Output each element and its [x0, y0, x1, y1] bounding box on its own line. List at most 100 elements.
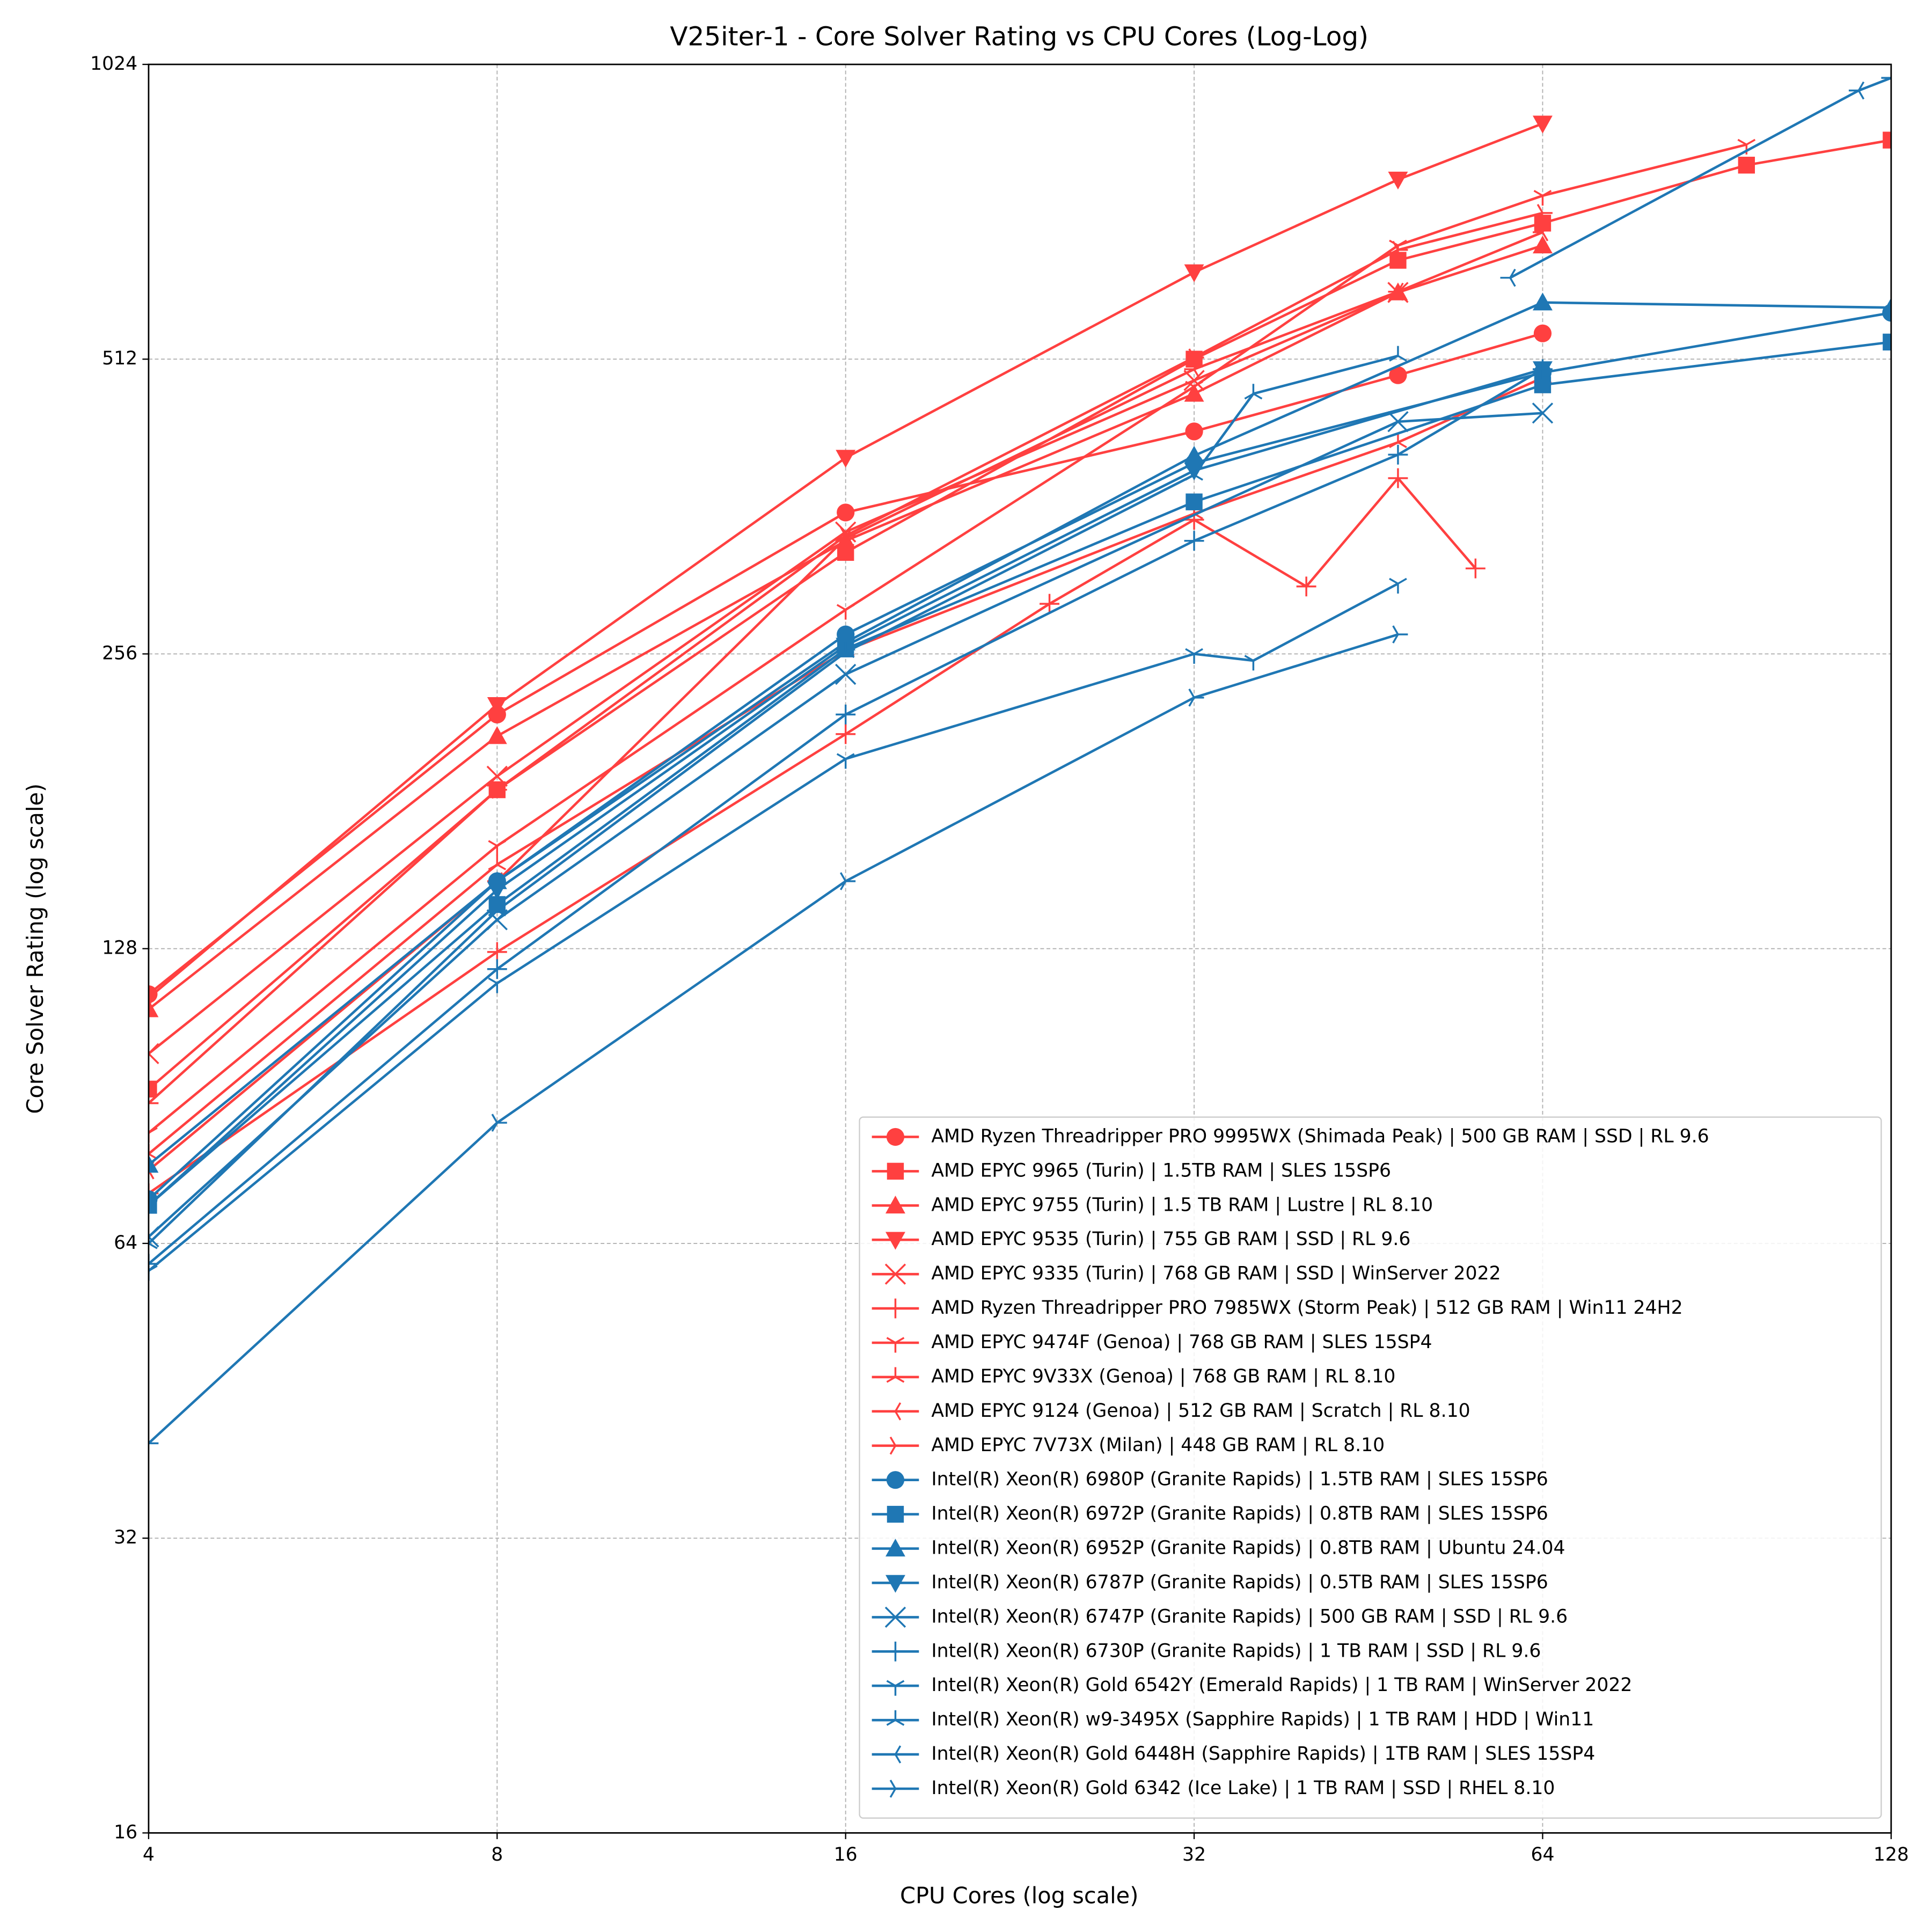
x-tick-label: 128 — [1874, 1844, 1909, 1865]
plot-area — [148, 76, 1891, 1445]
legend-label: AMD Ryzen Threadripper PRO 9995WX (Shima… — [931, 1125, 1709, 1147]
marker — [1465, 558, 1485, 579]
series-line — [148, 138, 1891, 1091]
y-tick-label: 64 — [114, 1232, 137, 1254]
marker — [1188, 689, 1204, 707]
series-line — [148, 211, 1543, 1104]
marker — [1296, 576, 1316, 597]
series-line — [148, 582, 1399, 1272]
marker — [885, 1539, 905, 1557]
marker — [148, 1265, 158, 1281]
marker — [1389, 577, 1407, 594]
legend-label: Intel(R) Xeon(R) 6980P (Granite Rapids) … — [931, 1469, 1548, 1490]
marker — [487, 726, 507, 744]
chart-title: V25iter-1 - Core Solver Rating vs CPU Co… — [670, 22, 1368, 52]
ticks: 4 8 16 32 64 128 16 32 64 128 256 512 1024 — [90, 53, 1909, 1865]
y-tick-label: 512 — [102, 348, 137, 369]
x-axis-label: CPU Cores (log scale) — [900, 1882, 1138, 1908]
marker — [1533, 324, 1552, 342]
marker — [1244, 655, 1263, 671]
y-tick-label: 1024 — [90, 53, 137, 75]
marker — [148, 1101, 159, 1106]
marker — [487, 959, 507, 979]
y-tick-label: 16 — [114, 1821, 137, 1843]
marker — [1533, 235, 1553, 254]
marker — [885, 1195, 905, 1214]
marker — [487, 697, 507, 715]
marker — [148, 1127, 158, 1143]
marker — [839, 526, 856, 545]
marker — [1184, 360, 1200, 378]
legend-label: Intel(R) Xeon(R) Gold 6342 (Ice Lake) | … — [931, 1777, 1555, 1799]
marker — [836, 604, 855, 620]
legend-label: Intel(R) Xeon(R) 6952P (Granite Rapids) … — [931, 1538, 1565, 1559]
marker — [148, 1441, 159, 1445]
marker — [1388, 282, 1404, 301]
x-tick-label: 32 — [1182, 1844, 1206, 1865]
marker — [884, 1263, 906, 1285]
marker — [1183, 370, 1205, 391]
marker — [1184, 531, 1204, 551]
marker — [1532, 359, 1553, 379]
marker — [886, 1680, 905, 1696]
marker — [1040, 594, 1060, 614]
marker — [1392, 240, 1408, 259]
marker — [836, 450, 856, 468]
legend-label: Intel(R) Xeon(R) w9-3495X (Sapphire Rapi… — [931, 1709, 1594, 1730]
marker — [487, 882, 507, 900]
marker — [885, 1575, 905, 1593]
marker — [835, 663, 857, 685]
series-line — [148, 476, 1477, 1195]
marker — [1392, 625, 1408, 644]
marker — [1533, 292, 1553, 311]
marker — [488, 901, 507, 917]
marker — [148, 1226, 159, 1248]
series-line — [148, 368, 1543, 1265]
marker — [1184, 445, 1204, 464]
marker — [884, 1606, 906, 1628]
series-line — [148, 244, 1543, 1011]
y-axis-label: Core Solver Rating (log scale) — [22, 784, 48, 1114]
marker — [148, 999, 159, 1018]
marker — [836, 642, 855, 658]
marker — [1533, 115, 1553, 134]
marker — [491, 780, 507, 799]
marker — [1389, 346, 1407, 362]
marker — [488, 977, 507, 993]
marker — [487, 942, 507, 962]
marker — [836, 704, 856, 724]
marker — [1184, 264, 1204, 282]
marker — [1388, 444, 1408, 465]
marker — [886, 1367, 905, 1383]
legend-label: Intel(R) Xeon(R) 6972P (Granite Rapids) … — [931, 1503, 1548, 1525]
y-tick-label: 32 — [114, 1527, 137, 1548]
marker — [885, 1232, 905, 1250]
marker — [887, 1505, 904, 1523]
marker — [1388, 171, 1408, 190]
marker — [1738, 157, 1755, 174]
legend: AMD Ryzen Threadripper PRO 9995WX (Shima… — [859, 1116, 1882, 1819]
x-tick-label: 16 — [834, 1844, 858, 1865]
legend-label: AMD EPYC 9335 (Turin) | 768 GB RAM | SSD… — [931, 1263, 1501, 1284]
marker — [148, 1080, 157, 1098]
marker — [1388, 468, 1408, 488]
marker — [837, 503, 855, 522]
marker — [148, 1197, 159, 1216]
series-line — [148, 122, 1543, 999]
series-line — [148, 354, 1399, 1245]
marker — [1185, 465, 1203, 481]
marker — [886, 1710, 905, 1726]
marker — [886, 1128, 905, 1146]
marker — [1532, 223, 1549, 241]
marker — [889, 1780, 905, 1798]
x-tick-label: 64 — [1531, 1844, 1554, 1865]
legend-label: AMD EPYC 9755 (Turin) | 1.5 TB RAM | Lus… — [931, 1194, 1433, 1216]
marker — [1532, 402, 1554, 424]
marker — [1185, 493, 1203, 510]
marker — [887, 1162, 904, 1180]
legend-label: Intel(R) Xeon(R) 6730P (Granite Rapids) … — [931, 1640, 1541, 1662]
x-tick-label: 4 — [143, 1844, 155, 1865]
legend-label: Intel(R) Xeon(R) 6787P (Granite Rapids) … — [931, 1571, 1548, 1593]
marker — [1883, 131, 1891, 149]
series-line — [148, 301, 1891, 1166]
